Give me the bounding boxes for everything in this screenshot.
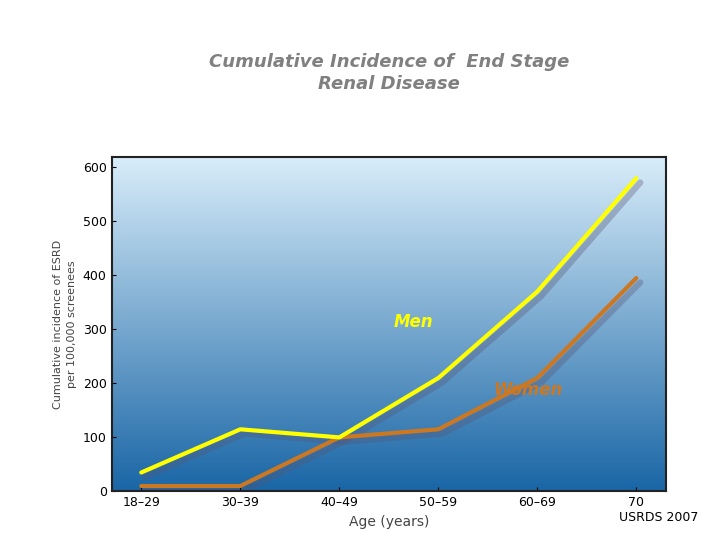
X-axis label: Age (years): Age (years) <box>348 515 429 529</box>
Text: Women: Women <box>492 381 562 399</box>
Text: USRDS 2007: USRDS 2007 <box>619 511 698 524</box>
Y-axis label: Cumulative incidence of ESRD
per 100,000 screenees: Cumulative incidence of ESRD per 100,000… <box>53 239 77 409</box>
Text: Men: Men <box>394 313 433 330</box>
Text: Cumulative Incidence of  End Stage: Cumulative Incidence of End Stage <box>209 53 569 71</box>
Text: Renal Disease: Renal Disease <box>318 75 460 93</box>
